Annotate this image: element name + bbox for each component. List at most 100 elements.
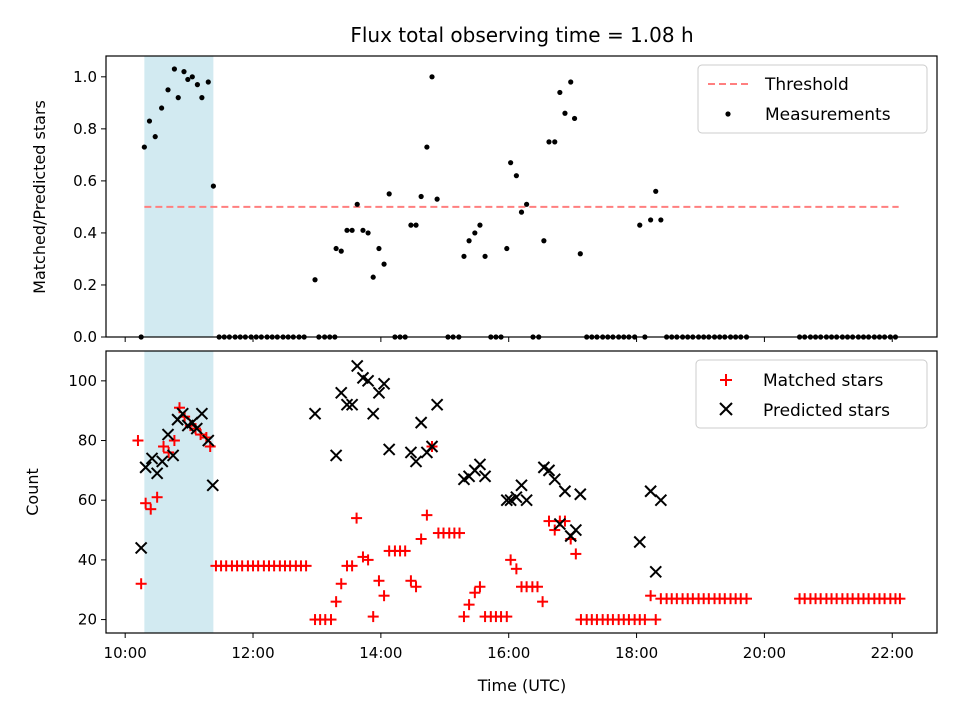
predicted-point xyxy=(520,493,533,507)
top-panel-legend: Threshold Measurements xyxy=(697,64,928,134)
measurement-point xyxy=(381,261,387,267)
matched-point xyxy=(300,560,312,572)
measurement-point xyxy=(541,238,547,244)
predicted-point xyxy=(425,440,439,453)
top-panel-x-ticks xyxy=(124,337,893,342)
matched-point xyxy=(163,446,175,458)
matched-point xyxy=(145,503,157,515)
predicted-point xyxy=(633,535,646,549)
measurement-point xyxy=(181,69,187,75)
measurement-point xyxy=(365,230,371,236)
predicted-point xyxy=(404,446,418,459)
predicted-point xyxy=(478,470,492,483)
matched-point xyxy=(195,429,207,441)
predicted-point xyxy=(351,359,364,373)
measurement-point xyxy=(199,95,205,101)
predicted-point xyxy=(145,452,159,465)
measurement-point xyxy=(370,274,376,280)
bottom-panel-frame xyxy=(105,350,938,634)
matched-point xyxy=(158,440,170,452)
count-points xyxy=(132,359,906,626)
predicted-point xyxy=(329,449,343,462)
matched-point xyxy=(415,533,427,545)
y-tick-label: 100 xyxy=(68,372,97,390)
matched-point xyxy=(405,575,417,587)
matched-point xyxy=(894,593,906,605)
measurement-point xyxy=(557,89,563,96)
predicted-point xyxy=(382,443,396,456)
matched-point xyxy=(132,435,144,447)
measurement-point xyxy=(333,245,339,252)
y-tick-label: 0.0 xyxy=(73,328,97,346)
matched-point xyxy=(559,515,571,527)
y-tick-label: 1.0 xyxy=(73,68,97,86)
measurement-point xyxy=(386,191,392,197)
legend-measurements-label: Measurements xyxy=(765,105,891,125)
predicted-point xyxy=(202,434,215,447)
predicted-point xyxy=(649,565,662,579)
matched-point xyxy=(549,524,561,536)
predicted-point xyxy=(430,398,444,411)
matched-point xyxy=(325,614,337,626)
y-tick-label: 0.2 xyxy=(73,276,97,294)
bottom-legend-box xyxy=(695,359,928,429)
measurement-point xyxy=(413,222,419,228)
predicted-point xyxy=(176,407,189,420)
matched-point xyxy=(421,509,433,521)
predicted-point xyxy=(644,485,657,498)
matched-point xyxy=(741,593,753,605)
matched-point xyxy=(463,599,475,611)
matched-point xyxy=(330,596,342,608)
measurement-point xyxy=(637,222,643,228)
measurement-point xyxy=(653,188,659,194)
measurement-point xyxy=(648,217,654,223)
measurement-point xyxy=(434,196,440,202)
predicted-point xyxy=(361,374,375,388)
measurement-point xyxy=(152,134,158,140)
matched-point xyxy=(458,611,470,623)
matched-point xyxy=(474,581,486,593)
matched-point xyxy=(510,563,522,575)
predicted-point xyxy=(190,422,203,435)
matched-point xyxy=(650,614,662,626)
matched-point xyxy=(367,611,379,623)
predicted-point xyxy=(409,455,423,468)
measurement-point xyxy=(461,253,467,259)
y-tick-label: 60 xyxy=(78,491,97,509)
matched-point xyxy=(543,515,555,527)
matched-point xyxy=(645,590,657,602)
measurement-point xyxy=(159,105,165,111)
predicted-point xyxy=(654,493,668,507)
y-tick-label: 0.4 xyxy=(73,224,97,242)
top-legend-box xyxy=(697,64,928,134)
predicted-point xyxy=(308,407,322,420)
measurement-point xyxy=(146,118,153,124)
bottom-panel-legend: Matched stars Predicted stars xyxy=(695,359,928,429)
y-tick-label: 80 xyxy=(78,432,97,450)
measurement-point xyxy=(568,79,574,85)
x-tick-label: 10:00 xyxy=(104,644,147,662)
matched-point xyxy=(399,545,411,557)
y-tick-label: 0.8 xyxy=(73,120,97,138)
predicted-point xyxy=(574,488,587,501)
y-tick-label: 0.6 xyxy=(73,172,97,190)
measurement-point xyxy=(408,222,414,228)
measurement-point xyxy=(562,110,568,116)
measurement-point xyxy=(546,139,552,145)
bottom-panel-x-ticks: 10:00 12:00 14:00 16:00 18:00 20:00 22:00 xyxy=(104,633,914,662)
predicted-point xyxy=(139,461,152,474)
matched-point xyxy=(531,581,543,593)
predicted-point xyxy=(150,467,164,480)
measurement-point xyxy=(518,209,525,215)
measurement-point xyxy=(194,82,201,88)
measurement-point xyxy=(418,193,424,200)
measurement-point xyxy=(577,251,583,257)
measurement-point xyxy=(571,115,578,122)
predicted-point xyxy=(515,479,528,492)
matched-point xyxy=(351,512,363,524)
predicted-point xyxy=(335,386,348,399)
measurement-point xyxy=(429,74,435,80)
measurement-point xyxy=(513,173,519,179)
chart-title: Flux total observing time = 1.08 h xyxy=(350,23,693,47)
